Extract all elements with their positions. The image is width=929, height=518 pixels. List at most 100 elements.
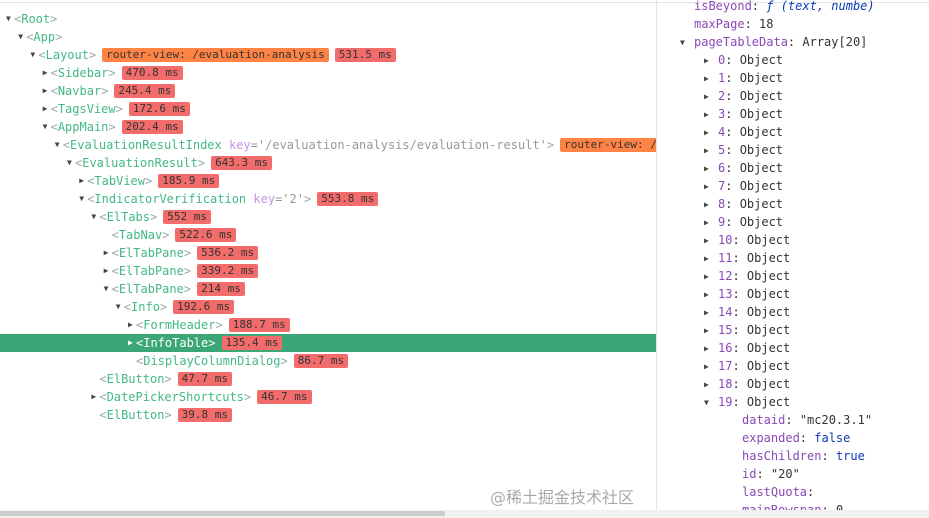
caret-right-icon[interactable]: ▶: [704, 146, 709, 155]
caret-right-icon[interactable]: ▶: [103, 248, 109, 257]
tree-node[interactable]: ▼ <EvaluationResultIndex key='/evaluation…: [0, 136, 656, 154]
state-field[interactable]: 10: Object: [718, 231, 790, 249]
state-field[interactable]: 4: Object: [718, 123, 783, 141]
state-field[interactable]: 11: Object: [718, 249, 790, 267]
field-key: 12: [718, 269, 733, 283]
caret-right-icon[interactable]: ▶: [128, 338, 133, 347]
field-value: true: [835, 449, 865, 463]
caret-down-icon[interactable]: ▼: [103, 284, 109, 293]
node-label: <ElTabPane> 214 ms: [112, 280, 245, 298]
horizontal-scrollbar-track[interactable]: [0, 510, 929, 518]
state-field[interactable]: 0: Object: [718, 51, 783, 69]
state-field[interactable]: 12: Object: [718, 267, 790, 285]
state-field[interactable]: 16: Object: [718, 339, 790, 357]
caret-down-icon[interactable]: ▼: [680, 38, 685, 47]
tree-node[interactable]: ▼ <AppMain> 202.4 ms: [0, 118, 656, 136]
state-field[interactable]: 2: Object: [718, 87, 783, 105]
caret-right-icon[interactable]: ▶: [42, 104, 48, 113]
caret-right-icon[interactable]: ▶: [704, 236, 709, 245]
colon: :: [732, 395, 747, 409]
tree-node[interactable]: ▶ <TabView> 185.9 ms: [0, 172, 656, 190]
tree-node[interactable]: ▶ <Sidebar> 470.8 ms: [0, 64, 656, 82]
caret-right-icon[interactable]: ▶: [704, 200, 709, 209]
caret-down-icon[interactable]: ▼: [91, 212, 97, 221]
horizontal-scrollbar-thumb[interactable]: [0, 511, 445, 516]
tree-node[interactable]: ▼ <Root>: [0, 10, 656, 28]
tree-node[interactable]: <TabNav> 522.6 ms: [0, 226, 656, 244]
state-field[interactable]: 15: Object: [718, 321, 790, 339]
caret-down-icon[interactable]: ▼: [115, 302, 121, 311]
state-field: maxPage: 18: [694, 15, 773, 33]
tree-node[interactable]: ▼ <Layout> router-view: /evaluation-analys…: [0, 46, 656, 64]
caret-down-icon[interactable]: ▼: [54, 140, 60, 149]
caret-right-icon[interactable]: ▶: [704, 308, 709, 317]
tree-node[interactable]: <ElButton> 39.8 ms: [0, 406, 656, 424]
pane-divider[interactable]: [656, 0, 657, 518]
caret-right-icon[interactable]: ▶: [704, 56, 709, 65]
caret-down-icon[interactable]: ▼: [79, 194, 85, 203]
caret-right-icon[interactable]: ▶: [704, 326, 709, 335]
state-field[interactable]: pageTableData: Array[20]: [694, 33, 867, 51]
caret-right-icon[interactable]: ▶: [704, 362, 709, 371]
caret-right-icon[interactable]: ▶: [42, 86, 48, 95]
caret-right-icon[interactable]: ▶: [704, 344, 709, 353]
state-field[interactable]: 5: Object: [718, 141, 783, 159]
tree-node[interactable]: ▶ <Navbar> 245.4 ms: [0, 82, 656, 100]
node-label: <DatePickerShortcuts> 46.7 ms: [99, 388, 312, 406]
tree-node[interactable]: ▶ <TagsView> 172.6 ms: [0, 100, 656, 118]
caret-right-icon[interactable]: ▶: [91, 392, 97, 401]
caret-right-icon[interactable]: ▶: [704, 110, 709, 119]
tree-node[interactable]: ▼ <App>: [0, 28, 656, 46]
state-field[interactable]: 6: Object: [718, 159, 783, 177]
tree-node[interactable]: ▼ <ElTabPane> 214 ms: [0, 280, 656, 298]
state-field[interactable]: 1: Object: [718, 69, 783, 87]
caret-right-icon[interactable]: ▶: [128, 320, 133, 329]
caret-down-icon[interactable]: ▼: [30, 50, 36, 59]
tree-node[interactable]: ▶ <InfoTable> 135.4 ms: [0, 334, 656, 352]
bracket: <: [111, 228, 119, 242]
tree-node[interactable]: ▶ <DatePickerShortcuts> 46.7 ms: [0, 388, 656, 406]
tree-node[interactable]: <DisplayColumnDialog> 86.7 ms: [0, 352, 656, 370]
caret-right-icon[interactable]: ▶: [704, 272, 709, 281]
state-field[interactable]: 3: Object: [718, 105, 783, 123]
state-field[interactable]: 13: Object: [718, 285, 790, 303]
state-field[interactable]: 17: Object: [718, 357, 790, 375]
caret-right-icon[interactable]: ▶: [704, 92, 709, 101]
caret-right-icon[interactable]: ▶: [79, 176, 85, 185]
caret-right-icon[interactable]: ▶: [704, 182, 709, 191]
caret-right-icon[interactable]: ▶: [704, 380, 709, 389]
tree-node[interactable]: ▼ <EvaluationResult> 643.3 ms: [0, 154, 656, 172]
caret-down-icon[interactable]: ▼: [42, 122, 48, 131]
tree-node[interactable]: ▶ <ElTabPane> 339.2 ms: [0, 262, 656, 280]
colon: :: [807, 485, 815, 499]
caret-down-icon[interactable]: ▼: [18, 32, 24, 41]
caret-right-icon[interactable]: ▶: [704, 128, 709, 137]
state-field[interactable]: 18: Object: [718, 375, 790, 393]
state-field[interactable]: 9: Object: [718, 213, 783, 231]
component-name: Sidebar: [57, 66, 109, 80]
caret-right-icon[interactable]: ▶: [704, 290, 709, 299]
state-field[interactable]: 7: Object: [718, 177, 783, 195]
tree-node[interactable]: ▼ <ElTabs> 552 ms: [0, 208, 656, 226]
tree-node[interactable]: ▶ <FormHeader> 188.7 ms: [0, 316, 656, 334]
caret-right-icon[interactable]: ▶: [42, 68, 48, 77]
caret-right-icon[interactable]: ▶: [704, 74, 709, 83]
render-time-badge: 522.6 ms: [175, 228, 237, 242]
state-field[interactable]: 19: Object: [718, 393, 790, 411]
state-field: lastQuota:: [742, 483, 814, 501]
caret-right-icon[interactable]: ▶: [704, 218, 709, 227]
node-label: <Root>: [14, 10, 57, 28]
state-field[interactable]: 14: Object: [718, 303, 790, 321]
tree-node[interactable]: <ElButton> 47.7 ms: [0, 370, 656, 388]
caret-down-icon[interactable]: ▼: [704, 398, 709, 407]
caret-down-icon[interactable]: ▼: [6, 14, 11, 23]
tree-node[interactable]: ▶ <ElTabPane> 536.2 ms: [0, 244, 656, 262]
caret-right-icon[interactable]: ▶: [704, 164, 709, 173]
tree-node[interactable]: ▼ <Info> 192.6 ms: [0, 298, 656, 316]
caret-right-icon[interactable]: ▶: [704, 254, 709, 263]
caret-down-icon[interactable]: ▼: [67, 158, 72, 167]
state-field[interactable]: 8: Object: [718, 195, 783, 213]
state-field: dataid: "mc20.3.1": [742, 411, 872, 429]
tree-node[interactable]: ▼ <IndicatorVerification key='2'> 553.8 ms: [0, 190, 656, 208]
caret-right-icon[interactable]: ▶: [103, 266, 109, 275]
